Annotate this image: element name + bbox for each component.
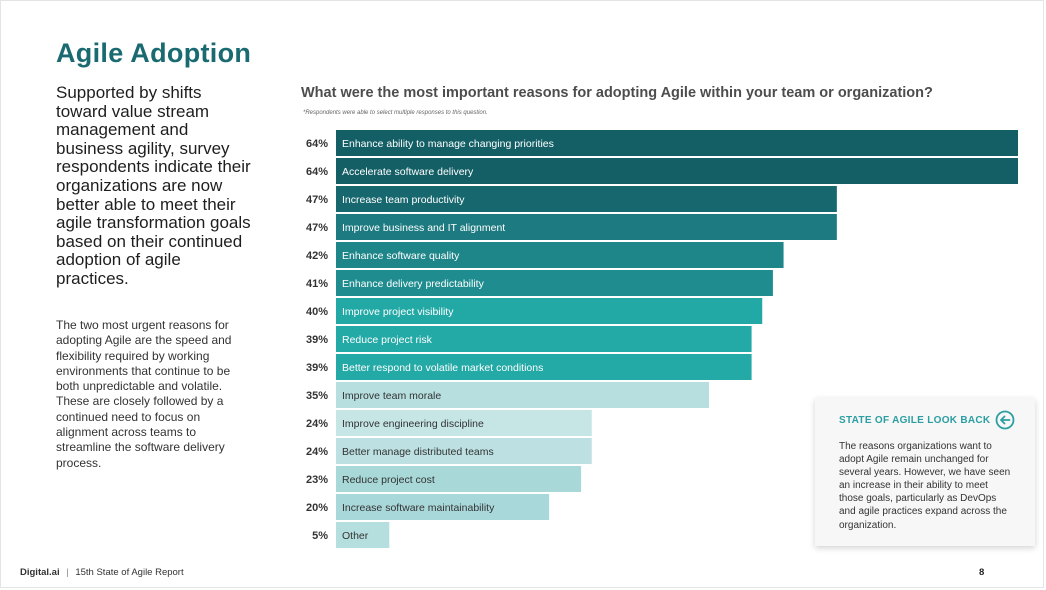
- bar: [336, 186, 837, 212]
- bar: [336, 326, 752, 352]
- bar-value-label: 39%: [306, 334, 328, 346]
- bar-category-label: Reduce project risk: [342, 334, 433, 346]
- bar-category-label: Reduce project cost: [342, 474, 435, 486]
- lookback-title: STATE OF AGILE LOOK BACK: [839, 414, 991, 426]
- bar-value-label: 64%: [306, 138, 328, 150]
- bar-category-label: Other: [342, 530, 369, 542]
- lookback-card: STATE OF AGILE LOOK BACK The reasons org…: [815, 398, 1035, 546]
- bar: [336, 242, 784, 268]
- bar: [336, 438, 592, 464]
- bar-category-label: Enhance delivery predictability: [342, 278, 485, 290]
- bar-value-label: 23%: [306, 474, 328, 486]
- bar-value-label: 24%: [306, 446, 328, 458]
- bar: [336, 354, 752, 380]
- bar-value-label: 5%: [312, 530, 328, 542]
- bar-value-label: 40%: [306, 306, 328, 318]
- bar-value-label: 41%: [306, 278, 328, 290]
- bar: [336, 214, 837, 240]
- bar-category-label: Enhance ability to manage changing prior…: [342, 138, 554, 150]
- bar-category-label: Increase software maintainability: [342, 502, 495, 514]
- bar: [336, 158, 1018, 184]
- footer-report-name: 15th State of Agile Report: [75, 567, 184, 578]
- lookback-header: STATE OF AGILE LOOK BACK: [839, 410, 1015, 430]
- bar: [336, 130, 1018, 156]
- bar: [336, 410, 592, 436]
- chart-footnote: *Respondents were able to select multipl…: [303, 110, 488, 116]
- lookback-text: The reasons organizations want to adopt …: [839, 441, 1011, 531]
- bar-value-label: 35%: [306, 390, 328, 402]
- page-number: 8: [979, 567, 985, 578]
- bar-value-label: 39%: [306, 362, 328, 374]
- bar: [336, 522, 390, 548]
- lead-paragraph: Supported by shifts toward value stream …: [56, 83, 251, 288]
- bar: [336, 382, 709, 408]
- bar-category-label: Improve engineering discipline: [342, 418, 484, 430]
- bar-value-label: 47%: [306, 222, 328, 234]
- bar-category-label: Enhance software quality: [342, 250, 460, 262]
- bar: [336, 494, 550, 520]
- footer: Digital.ai | 15th State of Agile Report: [20, 567, 184, 578]
- bar-category-label: Accelerate software delivery: [342, 166, 474, 178]
- arrow-left-circle-icon[interactable]: [995, 410, 1015, 430]
- page-title: Agile Adoption: [56, 38, 252, 68]
- bar-value-label: 47%: [306, 194, 328, 206]
- bar-value-label: 20%: [306, 502, 328, 514]
- bar: [336, 298, 763, 324]
- body-paragraph: The two most urgent reasons for adopting…: [56, 318, 232, 470]
- bar: [336, 466, 582, 492]
- bar: [336, 270, 773, 296]
- bar-value-label: 24%: [306, 418, 328, 430]
- bar-value-label: 42%: [306, 250, 328, 262]
- bar-chart: 64% Enhance ability to manage changing pr…: [306, 130, 1018, 548]
- bar-category-label: Improve project visibility: [342, 306, 454, 318]
- bar-category-label: Increase team productivity: [342, 194, 465, 206]
- bar-category-label: Improve team morale: [342, 390, 441, 402]
- bar-category-label: Improve business and IT alignment: [342, 222, 505, 234]
- footer-separator: |: [66, 567, 69, 578]
- bar-value-label: 64%: [306, 166, 328, 178]
- bar-category-label: Better manage distributed teams: [342, 446, 494, 458]
- bar-category-label: Better respond to volatile market condit…: [342, 362, 543, 374]
- chart-title: What were the most important reasons for…: [301, 85, 933, 101]
- footer-brand: Digital.ai: [20, 567, 60, 578]
